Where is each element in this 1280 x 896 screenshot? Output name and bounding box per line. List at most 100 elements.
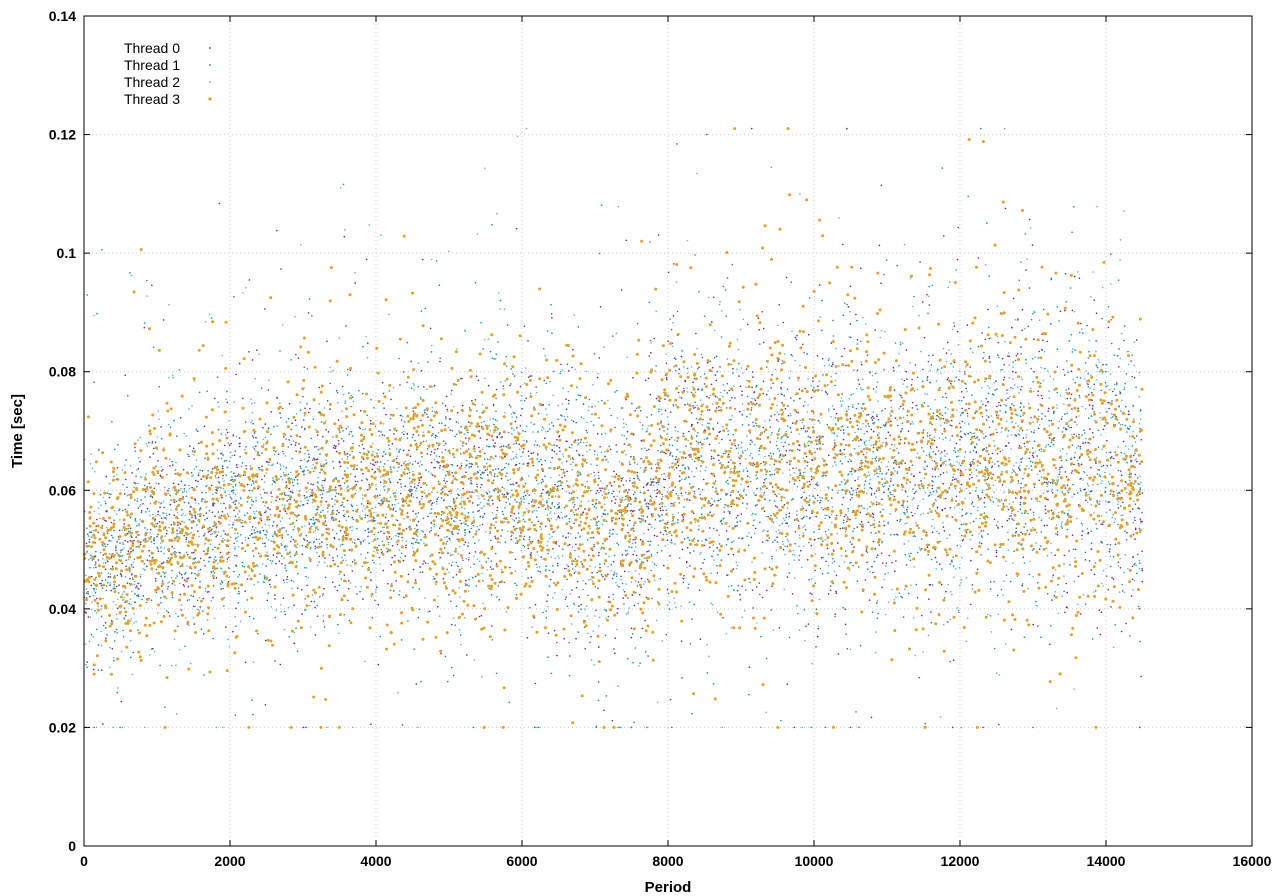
data-point <box>1095 462 1097 464</box>
data-point <box>856 487 859 490</box>
data-point <box>203 550 205 553</box>
data-point <box>1141 511 1143 514</box>
data-point <box>296 482 299 485</box>
data-point <box>468 407 471 409</box>
data-point <box>1136 460 1138 463</box>
data-point <box>266 599 269 602</box>
data-point <box>579 441 582 444</box>
data-point <box>741 424 744 426</box>
data-point <box>951 561 953 563</box>
data-point <box>435 500 438 503</box>
data-point <box>749 413 752 415</box>
data-point <box>424 562 427 564</box>
data-point <box>232 501 235 504</box>
data-point <box>456 528 459 530</box>
data-point <box>510 383 512 385</box>
data-point <box>495 521 497 523</box>
data-point <box>1109 509 1111 511</box>
data-point <box>914 484 916 486</box>
data-point <box>1019 501 1022 504</box>
data-point <box>202 514 205 517</box>
data-point <box>430 450 433 453</box>
data-point <box>420 369 423 372</box>
data-point <box>995 549 998 552</box>
data-point <box>810 478 813 481</box>
data-point <box>856 343 859 345</box>
data-point <box>1084 559 1087 561</box>
data-point <box>129 527 132 530</box>
data-point <box>683 538 686 540</box>
data-point <box>654 518 657 521</box>
data-point <box>520 501 523 503</box>
data-point <box>1085 499 1087 502</box>
data-point <box>855 711 857 713</box>
data-point <box>554 483 556 486</box>
data-point <box>1012 370 1014 373</box>
data-point <box>822 508 824 511</box>
data-point <box>708 527 711 529</box>
data-point <box>1141 568 1143 570</box>
data-point <box>1057 583 1059 586</box>
data-point <box>207 560 210 563</box>
data-point <box>612 490 615 493</box>
data-point <box>650 482 653 484</box>
data-point <box>876 617 879 619</box>
data-point <box>161 590 164 592</box>
data-point <box>1076 492 1079 494</box>
data-point <box>222 467 224 470</box>
data-point <box>480 426 483 428</box>
data-point <box>588 554 590 556</box>
data-point <box>233 472 235 475</box>
data-point <box>798 474 801 477</box>
data-point <box>960 430 962 433</box>
data-point <box>825 474 827 477</box>
data-point <box>1018 279 1021 282</box>
data-point <box>664 398 666 400</box>
data-point <box>319 411 322 414</box>
data-point <box>816 448 818 450</box>
data-point <box>737 444 740 446</box>
data-point <box>791 593 794 595</box>
data-point <box>467 545 469 547</box>
data-point <box>1015 530 1017 533</box>
data-point <box>106 634 108 636</box>
data-point <box>1000 499 1003 501</box>
data-point <box>593 471 595 474</box>
data-point <box>196 599 199 602</box>
data-point <box>574 558 577 560</box>
data-point <box>718 459 720 462</box>
data-point <box>379 461 382 463</box>
data-point <box>164 575 166 578</box>
data-point <box>462 487 465 490</box>
data-point <box>905 564 908 566</box>
data-point <box>400 552 403 555</box>
data-point <box>260 514 262 517</box>
data-point <box>417 520 420 523</box>
data-point <box>368 542 370 544</box>
data-point <box>684 403 686 406</box>
data-point <box>342 477 344 480</box>
data-point <box>376 452 378 455</box>
data-point <box>1010 386 1012 389</box>
data-point <box>933 460 936 463</box>
data-point <box>739 462 741 465</box>
data-point <box>534 682 537 685</box>
data-point <box>295 627 297 629</box>
data-point <box>1056 391 1059 394</box>
data-point <box>414 460 417 463</box>
data-point <box>661 514 663 516</box>
data-point <box>535 386 537 388</box>
data-point <box>486 458 489 461</box>
data-point <box>546 600 548 603</box>
data-point <box>468 462 471 465</box>
data-point <box>879 511 882 513</box>
data-point <box>1059 466 1061 469</box>
data-point <box>887 495 890 497</box>
data-point <box>1011 518 1013 520</box>
data-point <box>359 427 362 430</box>
data-point <box>426 448 429 450</box>
data-point <box>440 652 442 655</box>
data-point <box>639 409 642 412</box>
data-point <box>97 559 100 561</box>
data-point <box>377 663 380 666</box>
